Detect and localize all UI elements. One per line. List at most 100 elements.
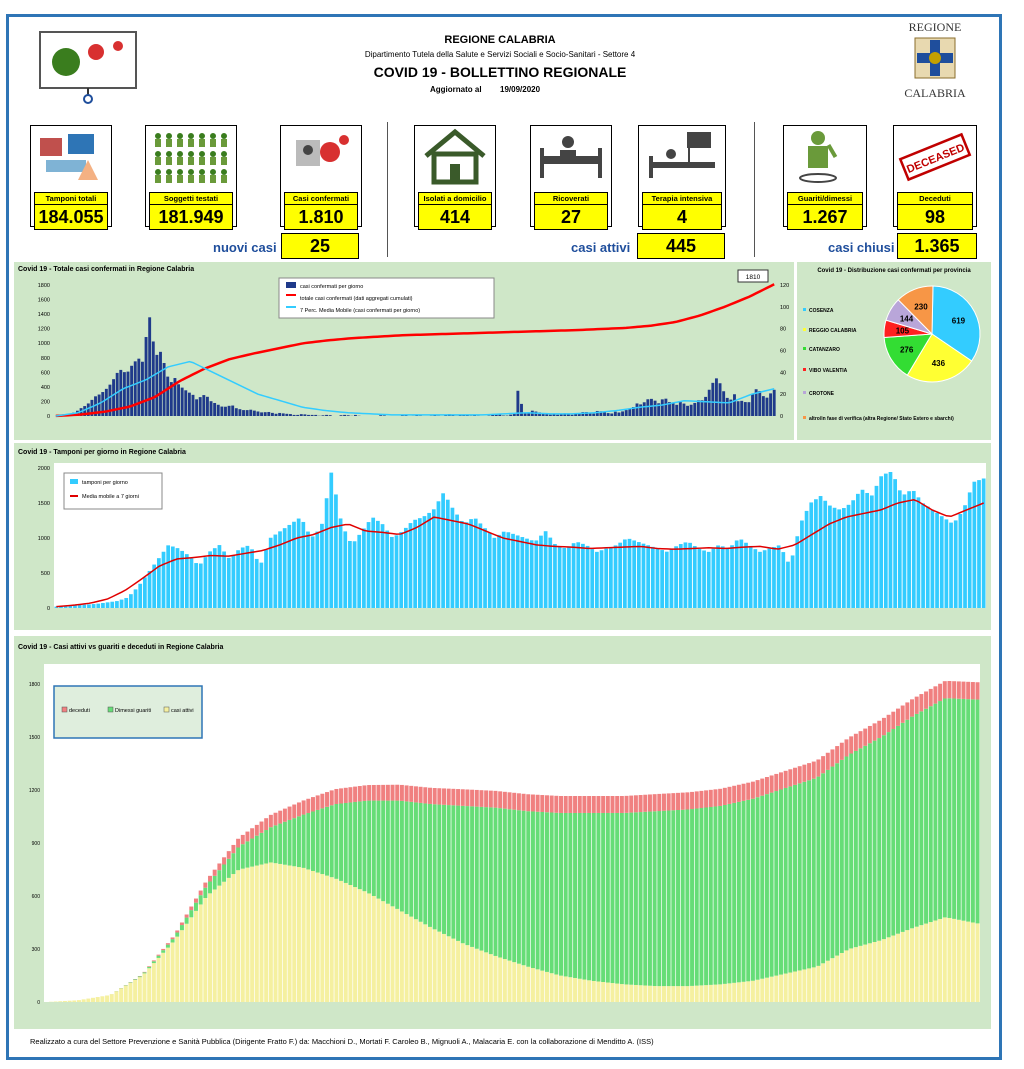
chart4-deceased-bar [830,749,835,767]
chart4-recovered-bar [554,812,559,975]
chart3-bar [352,541,357,608]
chart1-bar [498,414,502,416]
chart3-bar [795,536,800,608]
chart4-active-bar [413,919,418,1002]
chart1-bar [220,406,224,416]
chart3-bar [403,527,408,608]
chart3-bar [268,537,273,608]
chart4-recovered-bar [484,807,489,953]
chart4-recovered-bar [802,781,807,970]
chart4-deceased-bar [409,785,414,802]
chart4-recovered-bar [633,812,638,985]
chart4-recovered-bar [952,698,957,919]
chart3-bar [683,542,688,608]
chart3-bar [245,545,250,608]
chart4-deceased-bar [956,681,961,699]
chart3-bar [54,606,59,608]
chart3-bar [161,551,166,608]
chart4-active-bar [802,969,807,1002]
chart4-recovered-bar [512,809,517,963]
chart4-active-bar [938,918,943,1002]
chart4-active-bar [783,973,788,1002]
chart4-recovered-bar [147,966,152,969]
virus-confirmed-icon [281,126,361,190]
chart1-bar [404,415,408,416]
chart3-bar [972,481,977,608]
chart4-recovered-bar [339,803,344,881]
chart1-bar [761,396,765,416]
chart1-bar [249,409,253,416]
chart4-recovered-bar [329,805,334,878]
chart1-bar [112,379,116,416]
chart4-recovered-bar [676,810,681,987]
chart4-recovered-bar [821,773,826,964]
chart1-bar [227,405,231,416]
chart4-deceased-bar [811,761,816,779]
chart4-recovered-bar [353,801,358,888]
chart4-deceased-bar [577,796,582,813]
chart3-bar [529,540,534,608]
chart1-bar [133,361,137,416]
chart4-active-bar [685,986,690,1002]
chart4-deceased-bar [643,794,648,812]
chart3-bar [170,546,175,608]
chart3-bar [804,510,809,608]
chart3-bar [217,545,222,608]
chart1-bar [296,414,300,416]
chart1-bar [256,411,260,416]
chart4-active-bar [72,1000,77,1002]
chart4-recovered-bar [137,976,142,978]
chart3-bar [194,563,198,608]
chart1-bar [621,411,625,416]
chart3-bar [734,540,739,608]
chart4-recovered-bar [732,802,737,983]
chart1-bar [260,412,264,416]
chart4-recovered-bar [891,729,896,936]
chart3-bar [678,544,683,608]
chart4-recovered-bar [797,783,802,971]
chart1-bar [574,413,578,416]
new-cases-value: 25 [281,233,359,259]
logo-text-bottom: CALABRIA [904,86,966,100]
chart4-deceased-bar [802,764,807,782]
chart4-active-bar [128,982,133,1002]
chart3-bar [478,523,483,608]
chart3-bar [576,542,581,608]
chart4-tick: 600 [32,894,41,900]
chart4-recovered-bar [835,763,840,956]
chart3-bar [77,604,82,608]
chart4-recovered-bar [409,801,414,917]
chart1-bar [303,414,307,416]
chart4-active-bar [610,983,615,1002]
chart4-recovered-bar [699,808,704,986]
chart1-bar [130,365,134,416]
chart4-recovered-bar [736,801,741,983]
kpi-value: 4 [642,204,722,230]
chart1-legend-swatch [286,306,296,308]
chart3-bar [660,550,664,608]
chart1-right-tick: 40 [780,370,786,376]
chart1-bar [191,394,195,416]
chart4-deceased-bar [208,875,213,882]
pie-legend-swatch [803,391,806,394]
chart3-bar [124,597,129,608]
chart4-active-bar [526,966,531,1002]
chart4-deceased-bar [638,795,643,813]
chart4-active-bar [793,971,798,1002]
chart3-bar [73,605,77,608]
kpi-value: 1.267 [787,204,863,230]
chart3-bar [674,546,678,608]
chart3-bar [758,551,762,608]
chart1-bar [689,404,693,416]
chart1-bar [346,415,350,416]
pie-legend-swatch [803,368,806,371]
chart4-active-bar [446,936,451,1002]
region-logo: REGIONE CALABRIA [896,20,974,102]
chart4-recovered-bar [816,776,821,966]
chart3-bar [408,523,413,608]
chart4-recovered-bar [282,821,287,865]
chart1-bar [653,400,657,416]
chart4-active-bar [601,982,606,1002]
chart1-bar [617,412,621,416]
chart1-bar [559,414,563,416]
